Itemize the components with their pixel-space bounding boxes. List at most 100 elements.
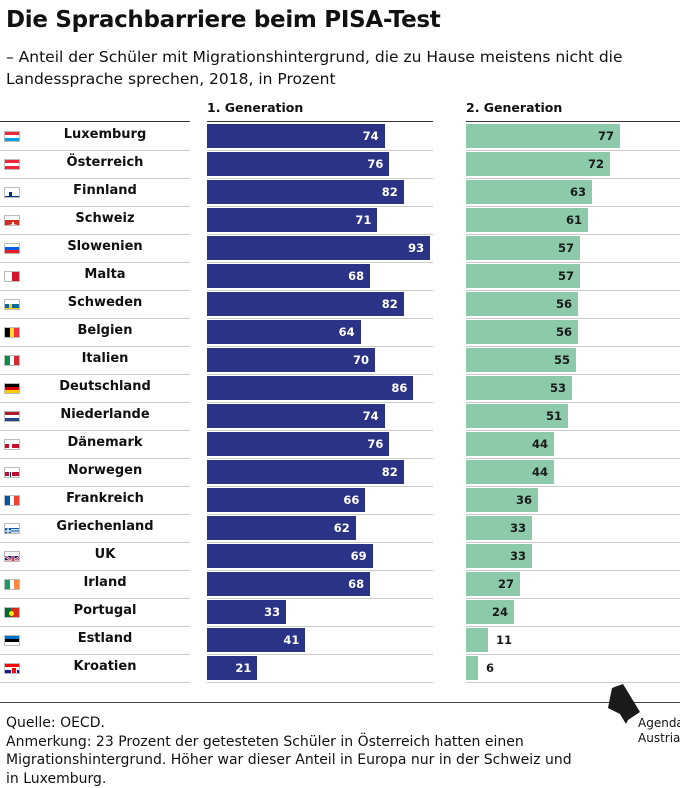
chart-row: Luxemburg 74 77 bbox=[0, 122, 680, 150]
country-label: Schweiz bbox=[20, 211, 190, 226]
netherlands-flag-icon bbox=[4, 411, 20, 422]
series-header-gen2: 2. Generation bbox=[466, 100, 562, 115]
value-label-gen2: 27 bbox=[484, 577, 514, 591]
value-label-gen2: 57 bbox=[544, 269, 574, 283]
value-label-gen1: 69 bbox=[337, 549, 367, 563]
value-label-gen2: 53 bbox=[536, 381, 566, 395]
value-label-gen1: 68 bbox=[334, 269, 364, 283]
uk-flag-icon bbox=[4, 551, 20, 562]
country-label: Österreich bbox=[20, 155, 190, 170]
estonia-flag-icon bbox=[4, 635, 20, 646]
value-label-gen2: 61 bbox=[552, 213, 582, 227]
chart-row: Irland 68 27 bbox=[0, 570, 680, 598]
norway-flag-icon bbox=[4, 467, 20, 478]
value-label-gen1: 66 bbox=[329, 493, 359, 507]
country-label: Luxemburg bbox=[20, 127, 190, 142]
value-label-gen1: 68 bbox=[334, 577, 364, 591]
value-label-gen1: 33 bbox=[250, 605, 280, 619]
sweden-flag-icon bbox=[4, 299, 20, 310]
country-label: Kroatien bbox=[20, 659, 190, 674]
bar-gen2 bbox=[466, 656, 478, 680]
value-label-gen2: 44 bbox=[518, 465, 548, 479]
value-label-gen1: 93 bbox=[394, 241, 424, 255]
logo-text-line2: Austria bbox=[638, 731, 680, 745]
value-label-gen1: 41 bbox=[269, 633, 299, 647]
value-label-gen1: 21 bbox=[221, 661, 251, 675]
value-label-gen2: 55 bbox=[540, 353, 570, 367]
source-note: Quelle: OECD. bbox=[6, 714, 586, 733]
logo-text-line1: Agenda bbox=[638, 716, 680, 730]
value-label-gen1: 71 bbox=[341, 213, 371, 227]
chart-subtitle: – Anteil der Schüler mit Migrationshinte… bbox=[6, 46, 666, 90]
value-label-gen1: 82 bbox=[368, 297, 398, 311]
value-label-gen2: 72 bbox=[574, 157, 604, 171]
ireland-flag-icon bbox=[4, 579, 20, 590]
chart-row: Portugal 33 24 bbox=[0, 598, 680, 626]
value-label-gen2: 44 bbox=[518, 437, 548, 451]
country-label: UK bbox=[20, 547, 190, 562]
country-label: Malta bbox=[20, 267, 190, 282]
row-separator bbox=[207, 682, 433, 683]
value-label-gen1: 76 bbox=[353, 157, 383, 171]
country-label: Dänemark bbox=[20, 435, 190, 450]
chart-row: Slowenien 93 57 bbox=[0, 234, 680, 262]
footer-notes: Quelle: OECD. Anmerkung: 23 Prozent der … bbox=[6, 714, 586, 788]
chart-row: Niederlande 74 51 bbox=[0, 402, 680, 430]
chart-row: Schweden 82 56 bbox=[0, 290, 680, 318]
chart-row: Estland 41 11 bbox=[0, 626, 680, 654]
value-label-gen2: 36 bbox=[502, 493, 532, 507]
chart-row: Österreich 76 72 bbox=[0, 150, 680, 178]
value-label-gen1: 62 bbox=[320, 521, 350, 535]
finland-flag-icon bbox=[4, 187, 20, 198]
portugal-flag-icon bbox=[4, 607, 20, 618]
austria-flag-icon bbox=[4, 159, 20, 170]
country-label: Estland bbox=[20, 631, 190, 646]
country-label: Italien bbox=[20, 351, 190, 366]
france-flag-icon bbox=[4, 495, 20, 506]
value-label-gen2: 51 bbox=[532, 409, 562, 423]
country-label: Portugal bbox=[20, 603, 190, 618]
value-label-gen1: 74 bbox=[349, 409, 379, 423]
chart-row: Norwegen 82 44 bbox=[0, 458, 680, 486]
country-label: Slowenien bbox=[20, 239, 190, 254]
country-label: Schweden bbox=[20, 295, 190, 310]
switzerland-flag-icon bbox=[4, 215, 20, 226]
annotation-note: Anmerkung: 23 Prozent der getesteten Sch… bbox=[6, 733, 586, 788]
chart-row: Kroatien 21 6 bbox=[0, 654, 680, 682]
chart-row: Belgien 64 56 bbox=[0, 318, 680, 346]
country-label: Belgien bbox=[20, 323, 190, 338]
chart-title: Die Sprachbarriere beim PISA-Test bbox=[6, 7, 440, 33]
bar-gen2 bbox=[466, 628, 488, 652]
germany-flag-icon bbox=[4, 383, 20, 394]
value-label-gen2: 57 bbox=[544, 241, 574, 255]
luxembourg-flag-icon bbox=[4, 131, 20, 142]
value-label-gen2: 11 bbox=[496, 633, 526, 647]
value-label-gen1: 82 bbox=[368, 465, 398, 479]
value-label-gen2: 77 bbox=[584, 129, 614, 143]
value-label-gen2: 56 bbox=[542, 325, 572, 339]
agenda-austria-logo: Agenda Austria bbox=[604, 684, 678, 764]
value-label-gen2: 56 bbox=[542, 297, 572, 311]
chart-row: Malta 68 57 bbox=[0, 262, 680, 290]
greece-flag-icon bbox=[4, 523, 20, 534]
slovenia-flag-icon bbox=[4, 243, 20, 254]
value-label-gen2: 6 bbox=[486, 661, 516, 675]
country-label: Griechenland bbox=[20, 519, 190, 534]
country-label: Norwegen bbox=[20, 463, 190, 478]
country-label: Frankreich bbox=[20, 491, 190, 506]
denmark-flag-icon bbox=[4, 439, 20, 450]
row-separator bbox=[466, 682, 680, 683]
malta-flag-icon bbox=[4, 271, 20, 282]
value-label-gen1: 74 bbox=[349, 129, 379, 143]
chart-row: Schweiz 71 61 bbox=[0, 206, 680, 234]
value-label-gen1: 64 bbox=[325, 325, 355, 339]
value-label-gen1: 76 bbox=[353, 437, 383, 451]
country-label: Niederlande bbox=[20, 407, 190, 422]
value-label-gen2: 24 bbox=[478, 605, 508, 619]
country-label: Irland bbox=[20, 575, 190, 590]
